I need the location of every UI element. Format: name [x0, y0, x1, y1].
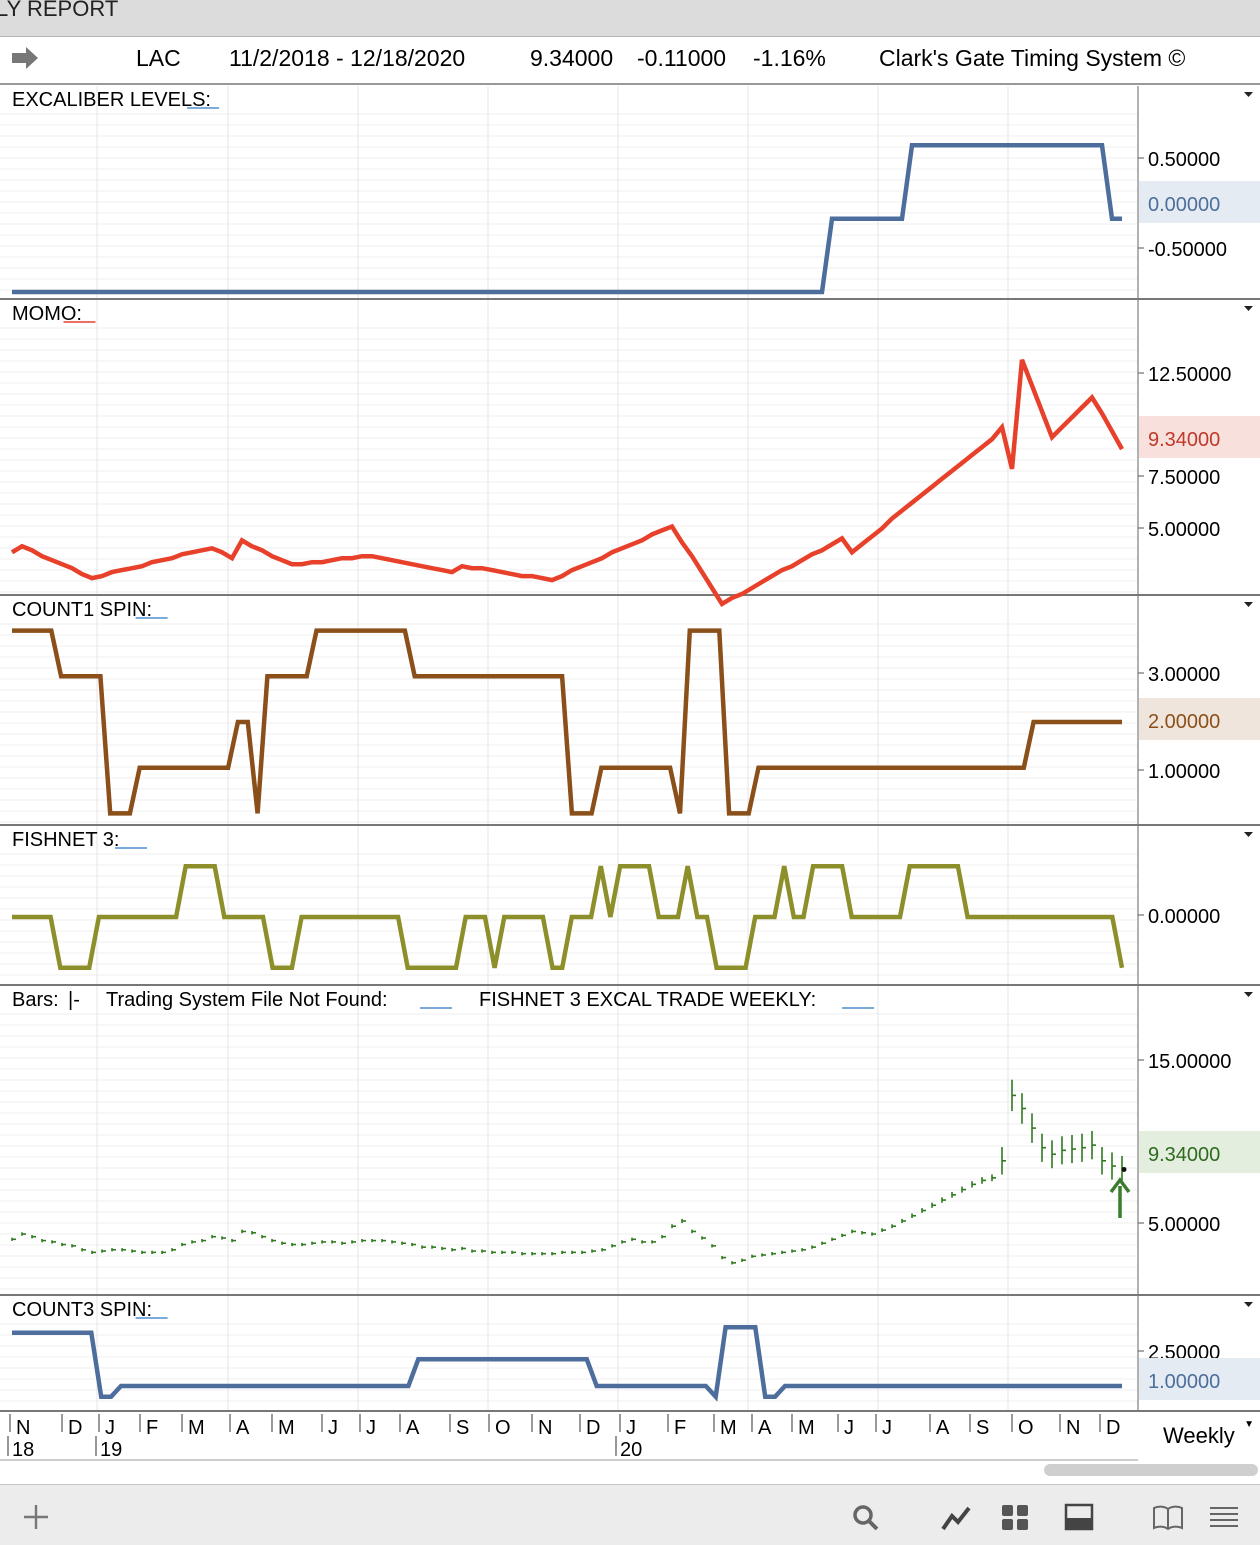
axis-tick-label: 3.00000: [1148, 664, 1220, 686]
month-label: M: [720, 1417, 737, 1439]
panel-title: COUNT1 SPIN:: [12, 599, 152, 621]
panel-subtitle: Trading System File Not Found:: [106, 989, 388, 1011]
month-label: A: [936, 1417, 950, 1439]
timeframe-select[interactable]: Weekly ▼: [1141, 1413, 1260, 1461]
month-label: N: [16, 1417, 30, 1439]
axis-tick-label: 5.00000: [1148, 519, 1220, 541]
indicator-line: [12, 863, 1125, 971]
axis-tick-label: 0.50000: [1148, 149, 1220, 171]
month-label: D: [68, 1417, 82, 1439]
last-value-badge: [1139, 416, 1260, 458]
month-label: J: [882, 1417, 892, 1439]
panel-menu-icon[interactable]: [1244, 602, 1253, 607]
indicator-line: [12, 628, 1122, 816]
window-title: LY REPORT: [0, 0, 119, 21]
price-change-pct: -1.16%: [753, 45, 826, 71]
panel-title: FISHNET 3:: [12, 829, 119, 851]
panel-menu-icon[interactable]: [1244, 92, 1253, 97]
search-icon[interactable]: [849, 1502, 881, 1532]
month-label: J: [328, 1417, 338, 1439]
last-value-badge: [1139, 1131, 1260, 1173]
month-label: M: [188, 1417, 205, 1439]
indicator-line: [12, 143, 1122, 295]
axis-tick-label: 0.00000: [1148, 906, 1220, 928]
menu-icon[interactable]: [1208, 1502, 1240, 1532]
last-value-label: 0.00000: [1148, 194, 1220, 216]
arrow-right-icon[interactable]: [10, 45, 40, 71]
bars-style: |-: [68, 989, 80, 1011]
system-name: Clark's Gate Timing System ©: [879, 45, 1186, 71]
last-value-badge: [1139, 698, 1260, 740]
indicator-line: [12, 1325, 1122, 1402]
quote-header: LAC 11/2/2018 - 12/18/2020 9.34000 -0.11…: [0, 37, 1260, 85]
time-axis: [0, 1412, 1138, 1460]
month-label: A: [236, 1417, 250, 1439]
last-value-badge: [1139, 1358, 1260, 1400]
month-label: N: [538, 1417, 552, 1439]
panel-title: MOMO:: [12, 303, 82, 325]
month-label: J: [626, 1417, 636, 1439]
price-change: -0.11000: [637, 45, 727, 71]
axis-tick-label: 15.00000: [1148, 1051, 1231, 1073]
month-label: A: [758, 1417, 772, 1439]
month-label: J: [105, 1417, 115, 1439]
axis-tick-label: 1.00000: [1148, 761, 1220, 783]
axis-tick-label: -0.50000: [1148, 239, 1227, 261]
panel-title: COUNT3 SPIN:: [12, 1299, 152, 1321]
symbol: LAC: [136, 45, 181, 71]
buy-signal-arrow-icon: [1109, 1177, 1131, 1218]
month-label: J: [366, 1417, 376, 1439]
month-label: F: [146, 1417, 158, 1439]
date-range: 11/2/2018 - 12/18/2020: [229, 45, 466, 71]
panel-menu-icon[interactable]: [1244, 1302, 1253, 1307]
month-label: S: [976, 1417, 989, 1439]
month-label: D: [586, 1417, 600, 1439]
chevron-down-icon: ▼: [1244, 1419, 1254, 1430]
panel-title: Bars:: [12, 989, 59, 1011]
book-icon[interactable]: [1152, 1502, 1184, 1532]
panel-menu-icon[interactable]: [1244, 992, 1253, 997]
panel-icon[interactable]: [1063, 1502, 1095, 1532]
last-value-badge: [1139, 181, 1260, 223]
month-label: F: [674, 1417, 686, 1439]
axis-tick-label: 7.50000: [1148, 467, 1220, 489]
bottom-toolbar: [0, 1484, 1260, 1545]
last-value-label: 2.00000: [1148, 711, 1220, 733]
timeframe-label: Weekly: [1163, 1423, 1235, 1448]
month-label: D: [1106, 1417, 1120, 1439]
month-label: O: [495, 1417, 511, 1439]
chart-area[interactable]: 0.50000 -0.50000 0.00000 EXCALIBER LEVELS: 1…: [0, 84, 1260, 1464]
last-price-dot: [1121, 1166, 1127, 1172]
window-titlebar: LY REPORT: [0, 0, 1260, 37]
panel-title: EXCALIBER LEVELS:: [12, 89, 211, 111]
last-price: 9.34000: [530, 45, 614, 71]
month-label: N: [1066, 1417, 1080, 1439]
month-label: O: [1018, 1417, 1034, 1439]
month-label: M: [798, 1417, 815, 1439]
line-chart-icon[interactable]: [940, 1502, 972, 1532]
month-label: A: [406, 1417, 420, 1439]
axis-tick-label: 12.50000: [1148, 364, 1231, 386]
month-label: S: [456, 1417, 469, 1439]
add-icon[interactable]: [20, 1502, 52, 1532]
last-value-label: 9.34000: [1148, 1144, 1220, 1166]
panel-menu-icon[interactable]: [1244, 306, 1253, 311]
year-label: 18: [12, 1439, 34, 1461]
panel-menu-icon[interactable]: [1244, 832, 1253, 837]
grid-icon[interactable]: [999, 1502, 1031, 1532]
panel-subtitle: FISHNET 3 EXCAL TRADE WEEKLY:: [479, 989, 816, 1011]
axis-tick-label: 5.00000: [1148, 1214, 1220, 1236]
month-label: M: [278, 1417, 295, 1439]
horizontal-scrollbar[interactable]: [1044, 1464, 1258, 1476]
last-value-label: 1.00000: [1148, 1371, 1220, 1393]
last-value-label: 9.34000: [1148, 429, 1220, 451]
month-label: J: [844, 1417, 854, 1439]
year-label: 19: [100, 1439, 122, 1461]
year-label: 20: [620, 1439, 642, 1461]
indicator-line: [10, 358, 1124, 607]
